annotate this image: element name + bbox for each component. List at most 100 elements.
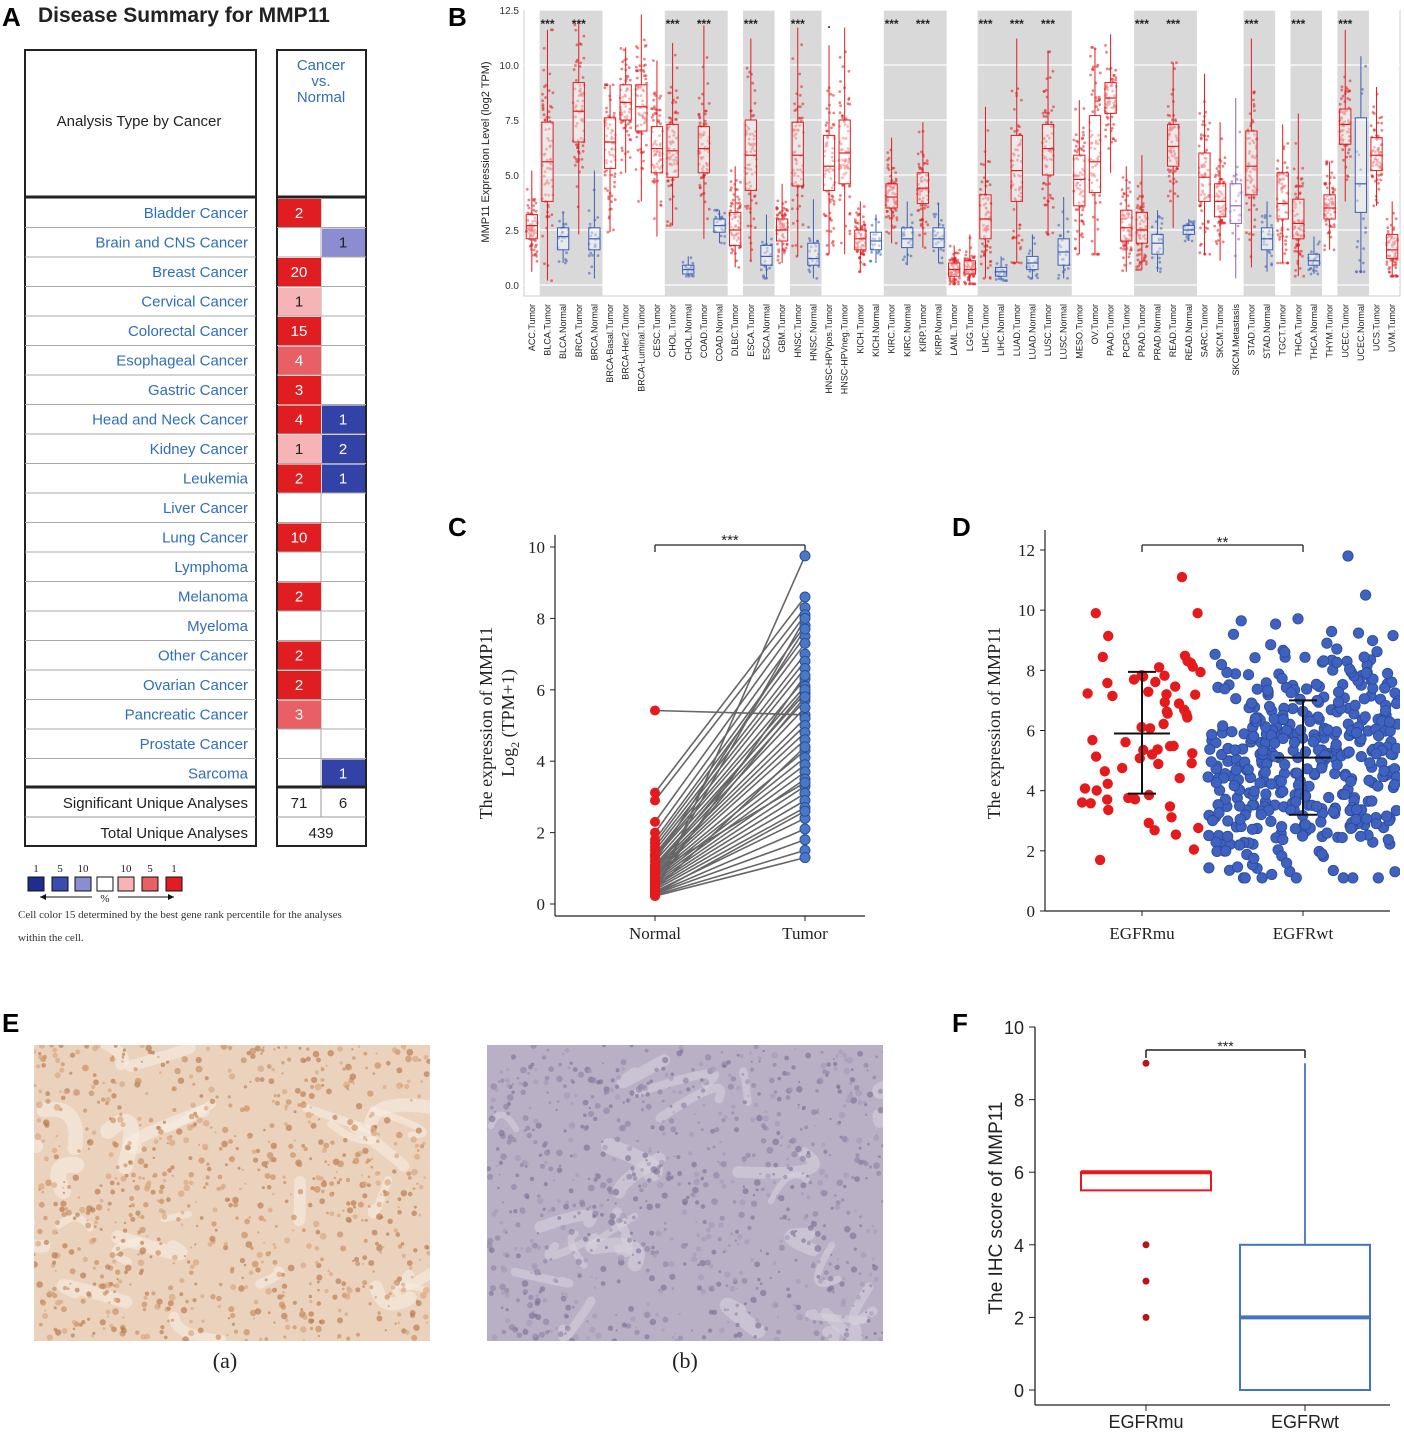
egfrwt-point <box>1279 759 1291 771</box>
data-point <box>1107 123 1110 126</box>
data-point <box>613 198 617 202</box>
egfrmu-point <box>1170 681 1181 692</box>
egfrmu-point <box>1143 686 1154 697</box>
egfrwt-point <box>1358 693 1370 705</box>
data-point <box>799 168 802 172</box>
cell-nucleus <box>52 1286 57 1292</box>
data-point <box>1110 115 1114 119</box>
cell-nucleus <box>280 1304 287 1310</box>
cell-nucleus <box>351 1048 354 1051</box>
x-tick-label: BRCA-Her2.Tumor <box>621 304 631 380</box>
data-point <box>671 153 675 157</box>
data-point <box>800 194 804 198</box>
data-point <box>792 168 795 172</box>
data-point <box>1223 156 1227 160</box>
data-point <box>830 126 833 130</box>
egfrwt-point <box>1364 757 1376 769</box>
cell-nucleus <box>257 1065 265 1072</box>
data-point <box>731 198 735 202</box>
data-point <box>654 94 657 97</box>
data-point <box>1032 236 1036 240</box>
cell-nucleus <box>319 1232 327 1240</box>
data-point <box>1270 263 1273 267</box>
cell-nucleus <box>243 1329 250 1336</box>
data-point <box>1175 61 1178 65</box>
cancer-type-label: Leukemia <box>183 471 249 488</box>
data-point <box>892 166 896 170</box>
box <box>979 194 992 240</box>
data-point <box>639 123 643 127</box>
data-point <box>612 228 615 232</box>
cell-nucleus <box>281 1072 284 1075</box>
cell-nucleus <box>190 1264 195 1270</box>
data-point <box>1388 266 1392 269</box>
egfrwt-point <box>1321 637 1333 649</box>
data-point <box>703 119 707 123</box>
data-point <box>924 220 928 224</box>
data-point <box>544 128 548 132</box>
data-point <box>1042 90 1046 93</box>
x-tick-label: LAML.Tumor <box>949 304 959 356</box>
data-point <box>801 223 805 227</box>
data-point <box>673 53 677 57</box>
pair-line <box>654 689 806 869</box>
cell-nucleus <box>240 1057 247 1064</box>
data-point <box>535 254 538 258</box>
significance-band <box>664 10 681 296</box>
data-point <box>842 184 845 187</box>
x-tick-label: EGFRmu <box>1109 924 1175 943</box>
down-count: 1 <box>339 412 347 429</box>
egfrwt-point <box>1304 715 1316 727</box>
data-point <box>1080 219 1083 223</box>
data-point <box>1058 253 1062 256</box>
cell-nucleus <box>419 1184 424 1190</box>
legend-number: 5 <box>147 863 153 875</box>
cell-nucleus <box>309 1106 312 1109</box>
data-point <box>958 248 961 252</box>
data-point <box>1097 95 1101 99</box>
data-point <box>798 72 802 76</box>
data-point <box>791 244 794 248</box>
significance-band <box>1134 10 1151 296</box>
data-point <box>1081 194 1085 198</box>
data-point <box>575 58 579 62</box>
cell-nucleus <box>321 1083 325 1087</box>
normal-point <box>650 816 660 827</box>
data-point <box>1096 157 1099 160</box>
data-point <box>668 197 672 201</box>
data-point <box>544 193 547 197</box>
cell-nucleus <box>91 1334 94 1338</box>
egfrwt-point <box>1307 736 1319 748</box>
data-point <box>1121 176 1125 179</box>
data-point <box>737 214 740 218</box>
cell-nucleus <box>244 1182 247 1185</box>
data-point <box>1246 178 1249 182</box>
data-point <box>785 243 789 247</box>
cell-nucleus <box>108 1301 111 1304</box>
significance-band <box>743 10 759 296</box>
egfrmu-point <box>1193 822 1204 834</box>
egfrwt-point <box>1327 864 1339 877</box>
data-point <box>627 97 631 101</box>
tumor-point <box>799 691 811 703</box>
data-point <box>775 214 779 217</box>
cell-nucleus <box>166 1142 169 1145</box>
data-point <box>1083 141 1087 145</box>
data-point <box>561 230 564 234</box>
data-point <box>920 189 924 193</box>
x-tick-label: STAD.Tumor <box>1246 304 1256 356</box>
data-point <box>937 240 940 244</box>
box <box>760 244 773 266</box>
cell-nucleus <box>352 1056 356 1060</box>
data-point <box>1016 158 1019 162</box>
data-point <box>871 243 875 247</box>
cell-nucleus <box>132 1179 135 1183</box>
cell-nucleus <box>271 1099 275 1103</box>
data-point <box>1114 68 1118 72</box>
data-point <box>1128 181 1131 184</box>
cell-nucleus <box>228 1156 236 1163</box>
cell-nucleus <box>227 1045 233 1051</box>
data-point <box>1158 247 1162 251</box>
data-point <box>610 200 613 204</box>
data-point <box>1044 115 1048 118</box>
